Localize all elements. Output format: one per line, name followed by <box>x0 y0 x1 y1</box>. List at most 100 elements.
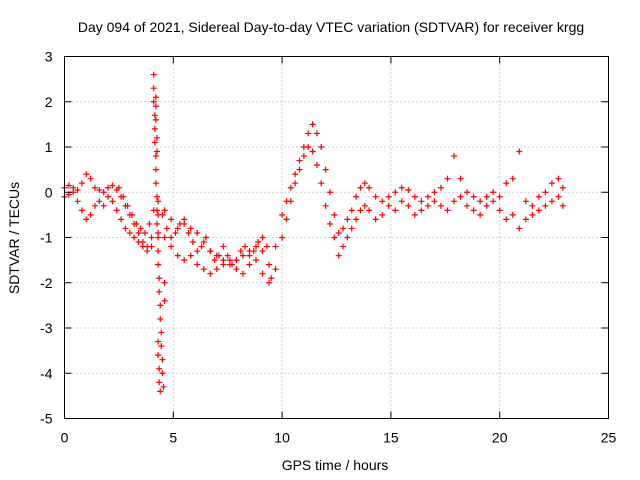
data-point <box>431 198 438 205</box>
data-point <box>437 202 444 209</box>
x-tick-label: 15 <box>383 430 399 446</box>
data-point <box>233 266 240 273</box>
data-point <box>155 234 162 241</box>
data-point <box>331 211 338 218</box>
x-tick-label: 5 <box>169 430 177 446</box>
data-point <box>313 130 320 137</box>
data-point <box>155 352 162 359</box>
y-tick-label: 1 <box>45 139 53 155</box>
data-point <box>252 243 259 250</box>
data-point <box>220 243 227 250</box>
x-axis-label: GPS time / hours <box>282 457 389 473</box>
data-point <box>146 220 153 227</box>
data-point <box>385 193 392 200</box>
data-point <box>156 275 163 282</box>
data-point <box>326 220 333 227</box>
data-point <box>379 198 386 205</box>
data-point <box>172 229 179 236</box>
data-point <box>272 266 279 273</box>
data-point <box>200 239 207 246</box>
data-point <box>142 229 149 236</box>
data-point <box>194 248 201 255</box>
data-series <box>61 144 566 286</box>
data-point <box>457 175 464 182</box>
data-series <box>61 121 566 268</box>
data-point <box>372 216 379 223</box>
data-point <box>242 243 249 250</box>
data-point <box>296 157 303 164</box>
data-point <box>279 234 286 241</box>
data-point <box>153 134 160 141</box>
data-point <box>161 279 168 286</box>
data-point <box>137 225 144 232</box>
data-point <box>322 166 329 173</box>
data-point <box>133 220 140 227</box>
data-point <box>357 184 364 191</box>
data-point <box>535 207 542 214</box>
data-point <box>200 266 207 273</box>
data-point <box>366 207 373 214</box>
data-point <box>74 198 81 205</box>
data-point <box>144 248 151 255</box>
data-point <box>151 112 158 119</box>
data-point <box>361 180 368 187</box>
data-point <box>100 202 107 209</box>
data-point <box>91 184 98 191</box>
data-point <box>87 175 94 182</box>
data-point <box>153 193 160 200</box>
chart-title: Day 094 of 2021, Sidereal Day-to-day VTE… <box>78 19 584 35</box>
y-tick-label: 2 <box>45 94 53 110</box>
data-point <box>237 248 244 255</box>
data-point <box>158 329 165 336</box>
data-point <box>194 261 201 268</box>
data-point <box>239 270 246 277</box>
data-point <box>522 216 529 223</box>
data-point <box>483 202 490 209</box>
data-point <box>366 184 373 191</box>
data-point <box>187 225 194 232</box>
data-point <box>259 248 266 255</box>
data-point <box>161 297 168 304</box>
data-point <box>559 202 566 209</box>
data-point <box>252 257 259 264</box>
data-point <box>335 229 342 236</box>
data-point <box>398 184 405 191</box>
data-point <box>153 148 160 155</box>
data-point <box>516 225 523 232</box>
data-point <box>187 252 194 259</box>
data-point <box>202 234 209 241</box>
data-point <box>157 302 164 309</box>
y-tick-label: -5 <box>40 411 53 427</box>
data-point <box>246 261 253 268</box>
data-point <box>128 211 135 218</box>
data-point <box>229 261 236 268</box>
data-point <box>213 266 220 273</box>
data-point <box>100 189 107 196</box>
x-tick-label: 0 <box>61 430 69 446</box>
data-point <box>555 175 562 182</box>
data-point <box>159 370 166 377</box>
data-point <box>548 180 555 187</box>
data-point <box>405 202 412 209</box>
data-point <box>156 365 163 372</box>
y-tick-labels: -5 -4 -3 -2 -1 0 1 2 3 <box>40 49 53 427</box>
data-point <box>305 144 312 150</box>
data-point <box>259 270 266 277</box>
data-point <box>224 252 231 259</box>
data-point <box>150 71 157 78</box>
data-point <box>263 243 270 250</box>
data-point <box>207 270 214 277</box>
data-point <box>174 225 181 232</box>
data-point <box>444 207 451 214</box>
data-point <box>113 207 120 214</box>
data-point <box>152 103 159 110</box>
data-point <box>313 162 320 169</box>
data-point <box>548 198 555 205</box>
data-point <box>211 257 218 264</box>
data-point <box>272 243 279 250</box>
data-point <box>122 225 129 232</box>
data-point <box>477 211 484 218</box>
data-point <box>555 193 562 200</box>
data-point <box>135 239 142 246</box>
